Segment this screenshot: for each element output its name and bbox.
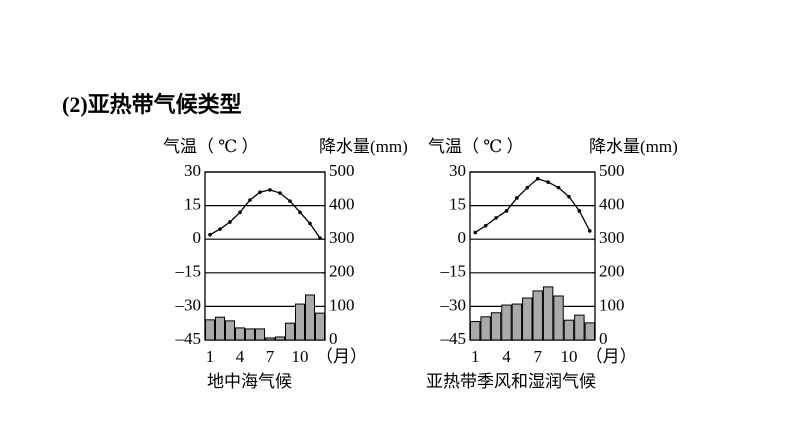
y-tick-label: –30	[440, 295, 467, 314]
y-tick-label: 0	[458, 228, 467, 247]
y2-tick-label: 0	[599, 329, 608, 348]
precipitation-bar	[563, 319, 575, 341]
temperature-point	[238, 210, 242, 215]
precipitation-bar	[574, 314, 585, 341]
temperature-point	[248, 198, 252, 202]
x-tick-label: 10	[560, 347, 577, 366]
y-tick-label: 30	[184, 161, 201, 180]
y-tick-label: –45	[440, 329, 467, 348]
precipitation-bar	[275, 336, 285, 341]
chart-caption: 地中海气候	[207, 372, 292, 391]
precipitation-bar	[295, 303, 305, 341]
temperature-point	[308, 221, 312, 226]
y2-axis-label: 降水量(mm)	[589, 137, 678, 156]
y-tick-label: 15	[184, 195, 201, 214]
y-tick-label: –15	[440, 262, 467, 281]
temperature-point	[268, 188, 272, 192]
temperature-point	[494, 216, 498, 220]
x-tick-label: 7	[533, 347, 542, 366]
temperature-point	[228, 220, 232, 224]
y-tick-label: –15	[175, 262, 202, 281]
precipitation-bar	[584, 322, 595, 341]
y-tick-label: 30	[449, 161, 466, 180]
temperature-point	[278, 191, 282, 195]
temperature-point	[587, 229, 592, 233]
precipitation-bar	[215, 316, 225, 341]
y2-tick-label: 100	[329, 295, 355, 314]
temperature-point	[577, 209, 582, 213]
y-axis-label: 气温（ ℃ ）	[428, 137, 524, 156]
precipitation-bar	[511, 303, 523, 341]
temperature-point	[535, 176, 540, 181]
y-axis-label: 气温（ ℃ ）	[163, 137, 259, 156]
y2-axis-label: 降水量(mm)	[319, 137, 408, 156]
precipitation-bar	[235, 327, 245, 341]
precipitation-bar	[265, 337, 275, 341]
precipitation-bar	[305, 294, 315, 341]
y2-tick-label: 400	[329, 195, 355, 214]
temperature-point	[318, 236, 322, 240]
y-tick-label: –30	[175, 295, 202, 314]
y2-tick-label: 400	[599, 195, 625, 214]
x-tick-label: 1	[471, 347, 480, 366]
precipitation-bar	[542, 286, 554, 341]
x-tick-label: 10	[292, 347, 309, 366]
precipitation-bar	[315, 312, 325, 341]
temperature-point	[258, 190, 262, 194]
temperature-point	[473, 230, 478, 235]
y-tick-label: 15	[449, 195, 466, 214]
temperature-line	[474, 177, 591, 234]
precipitation-bar	[205, 319, 215, 341]
y2-tick-label: 200	[329, 262, 355, 281]
x-tick-label: 4	[236, 347, 245, 366]
x-axis-label: （月）	[316, 347, 367, 366]
precipitation-bar	[225, 320, 235, 341]
precipitation-bar	[285, 322, 295, 341]
y2-tick-label: 500	[329, 161, 355, 180]
y-tick-label: 0	[193, 228, 202, 247]
chart-caption: 亚热带季风和湿润气候	[426, 372, 596, 391]
precipitation-bar	[255, 328, 265, 341]
y2-tick-label: 100	[599, 295, 625, 314]
temperature-point	[567, 194, 571, 199]
temperature-point	[208, 232, 212, 237]
temperature-point	[218, 227, 222, 231]
temperature-point	[483, 223, 488, 228]
temperature-point	[525, 185, 530, 190]
precipitation-bar	[245, 328, 255, 341]
temperature-point	[556, 185, 561, 190]
y2-tick-label: 300	[329, 228, 355, 247]
x-tick-label: 7	[266, 347, 275, 366]
y2-tick-label: 300	[599, 228, 625, 247]
y2-tick-label: 200	[599, 262, 625, 281]
temperature-point	[504, 209, 509, 213]
temperature-point	[546, 180, 550, 184]
y-tick-label: –45	[175, 329, 202, 348]
precipitation-bar	[532, 290, 543, 341]
temperature-point	[515, 196, 519, 200]
y2-tick-label: 0	[329, 329, 338, 348]
temperature-point	[298, 210, 302, 215]
temperature-point	[288, 199, 292, 203]
temperature-line	[209, 189, 321, 239]
x-tick-label: 4	[502, 347, 511, 366]
precipitation-bar	[553, 295, 564, 341]
x-axis-label: （月）	[586, 347, 637, 366]
heading: (2)亚热带气候类型	[62, 92, 242, 117]
precipitation-bar	[470, 321, 481, 341]
precipitation-bar	[522, 297, 533, 341]
precipitation-bar	[490, 312, 502, 341]
precipitation-bar	[480, 316, 491, 341]
precipitation-bar	[501, 304, 512, 341]
x-tick-label: 1	[206, 347, 215, 366]
y2-tick-label: 500	[599, 161, 625, 180]
